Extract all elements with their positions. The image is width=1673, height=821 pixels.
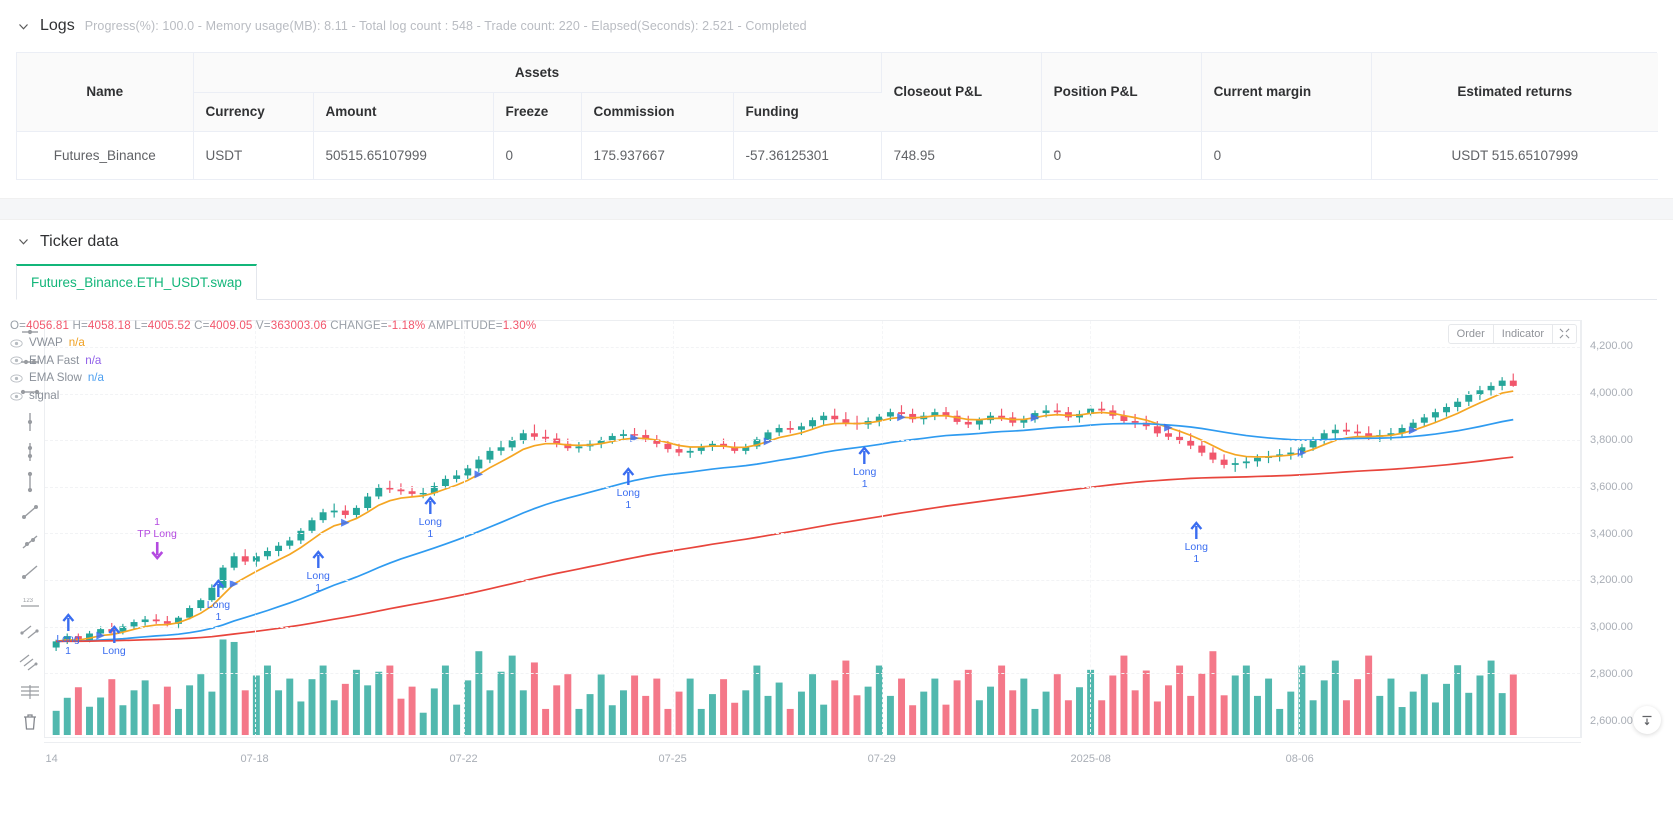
y-tick: 3,200.00 [1590, 574, 1633, 587]
parallel-lines-icon[interactable] [18, 624, 42, 640]
y-tick: 2,800.00 [1590, 667, 1633, 680]
cell-funding: -57.36125301 [733, 131, 882, 180]
col-estimated-returns: Estimated returns [1371, 53, 1659, 132]
price-channel-icon[interactable]: 123 [18, 594, 42, 610]
order-button[interactable]: Order [1449, 324, 1494, 343]
cell-commission: 175.937667 [581, 131, 734, 180]
col-amount: Amount [313, 92, 494, 132]
table-header-row-1: Name Assets Closeout P&L Position P&L Cu… [17, 53, 1659, 132]
tab-futures-binance-eth-usdt-swap[interactable]: Futures_Binance.ETH_USDT.swap [16, 263, 257, 300]
candlestick-chart[interactable]: 123 Long 1 Long 1 TP Long Long 1 Long 1 Long 1 Long… [0, 311, 1673, 782]
account-table: Name Assets Closeout P&L Position P&L Cu… [17, 53, 1659, 180]
x-tick: 07-18 [240, 752, 269, 765]
svg-text:123: 123 [23, 598, 34, 604]
cell-amount: 50515.65107999 [313, 131, 494, 180]
chart-toolbar[interactable]: Order Indicator [1447, 323, 1577, 344]
x-tick: 2025-08 [1070, 752, 1111, 765]
horizontal-line-icon[interactable] [18, 384, 42, 400]
chevron-down-icon[interactable] [14, 233, 32, 251]
horizontal-segment-icon[interactable] [18, 324, 42, 340]
drawing-toolbar[interactable]: 123 [16, 324, 44, 730]
y-tick: 4,200.00 [1590, 340, 1633, 353]
col-freeze: Freeze [493, 92, 582, 132]
delete-all-icon[interactable] [18, 713, 42, 730]
price-axis[interactable]: 4,200.00 4,000.00 3,800.00 3,600.00 3,40… [1581, 319, 1673, 738]
chevron-down-icon[interactable] [14, 17, 32, 35]
y-tick: 4,000.00 [1590, 387, 1633, 400]
x-tick: 07-25 [658, 752, 687, 765]
vertical-segment-icon[interactable] [18, 412, 42, 431]
y-tick: 3,000.00 [1590, 621, 1633, 634]
y-tick: 3,800.00 [1590, 433, 1633, 446]
indicator-button[interactable]: Indicator [1494, 324, 1553, 343]
y-tick: 3,600.00 [1590, 480, 1633, 493]
logs-meta: Progress(%): 100.0 - Memory usage(MB): 8… [84, 19, 807, 33]
col-closeout-pl: Closeout P&L [881, 53, 1042, 132]
x-tick: 08-06 [1285, 752, 1314, 765]
vertical-line-icon[interactable] [18, 471, 42, 492]
price-series-svg [52, 373, 1517, 735]
horizontal-ray-icon[interactable] [18, 354, 42, 370]
account-table-container: Name Assets Closeout P&L Position P&L Cu… [16, 52, 1659, 180]
y-tick: 2,600.00 [1590, 714, 1633, 727]
time-axis[interactable]: 14 07-18 07-22 07-25 07-29 2025-08 08-06 [44, 741, 1581, 776]
chart-plot-area[interactable]: Long 1 Long 1 TP Long Long 1 Long 1 Long 1 Long 1 Lon… [44, 319, 1581, 738]
ticker-title: Ticker data [40, 232, 119, 250]
expand-icon[interactable] [1553, 325, 1576, 343]
cell-estimated-returns: USDT 515.65107999 [1371, 131, 1659, 180]
cell-closeout-pl: 748.95 [881, 131, 1042, 180]
x-tick: 07-22 [449, 752, 478, 765]
col-funding: Funding [733, 92, 882, 132]
col-position-pl: Position P&L [1041, 53, 1202, 132]
table-row: Futures_Binance USDT 50515.65107999 0 17… [17, 131, 1659, 180]
cell-current-margin: 0 [1201, 131, 1372, 180]
x-tick: 14 [45, 752, 58, 765]
logs-title: Logs [40, 17, 75, 34]
y-tick: 3,400.00 [1590, 527, 1633, 540]
logs-section-header: Logs Progress(%): 100.0 - Memory usage(M… [0, 0, 1673, 52]
cell-name: Futures_Binance [17, 131, 194, 180]
col-current-margin: Current margin [1201, 53, 1372, 132]
ticker-section-header: Ticker data [0, 220, 1673, 264]
fib-retracement-icon[interactable] [18, 684, 42, 700]
section-divider [0, 197, 1673, 220]
table-header-row-2: Currency Amount Freeze Commission Fundin… [17, 92, 1658, 132]
col-name: Name [17, 53, 194, 132]
trend-line-icon[interactable] [18, 504, 42, 520]
trend-ray-icon[interactable] [18, 534, 42, 550]
col-currency: Currency [193, 92, 314, 132]
cell-freeze: 0 [493, 131, 582, 180]
arrow-line-icon[interactable] [18, 564, 42, 580]
fib-lines-icon[interactable] [18, 654, 42, 670]
x-tick: 07-29 [867, 752, 896, 765]
col-commission: Commission [581, 92, 734, 132]
ticker-tabs: Futures_Binance.ETH_USDT.swap [16, 263, 1657, 300]
cell-position-pl: 0 [1041, 131, 1202, 180]
scroll-to-latest-icon[interactable] [1633, 705, 1661, 734]
vertical-ray-icon[interactable] [18, 442, 42, 461]
col-group-assets: Assets [193, 53, 882, 93]
cell-currency: USDT [193, 131, 314, 180]
